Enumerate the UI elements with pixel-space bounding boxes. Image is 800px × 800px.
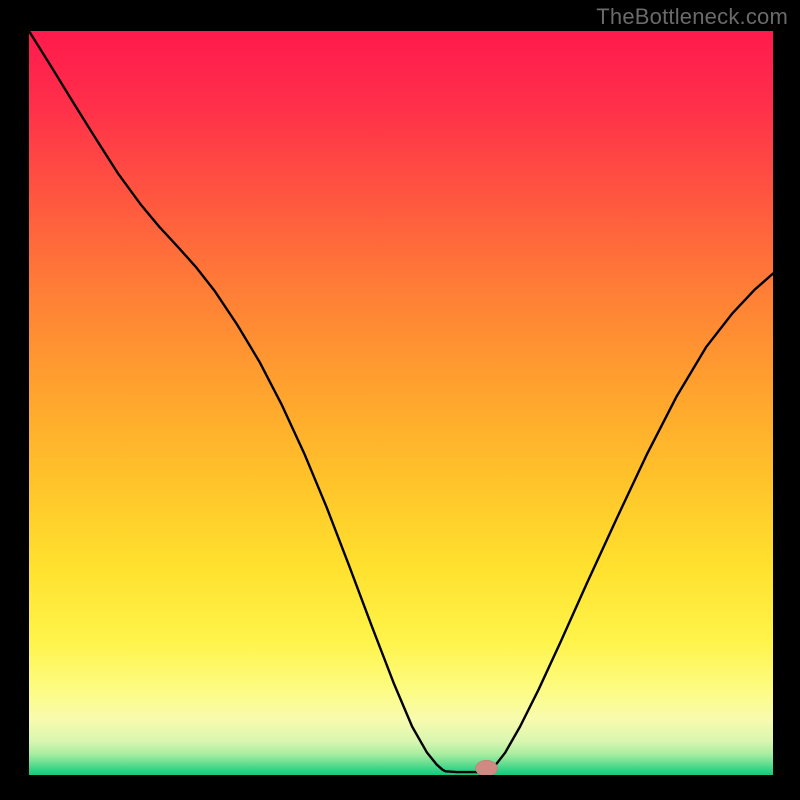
- plot-area: [29, 31, 773, 775]
- plot-svg: [29, 31, 773, 775]
- watermark-text: TheBottleneck.com: [596, 4, 788, 30]
- optimal-marker: [476, 760, 498, 775]
- plot-background: [29, 31, 773, 775]
- chart-frame: TheBottleneck.com: [0, 0, 800, 800]
